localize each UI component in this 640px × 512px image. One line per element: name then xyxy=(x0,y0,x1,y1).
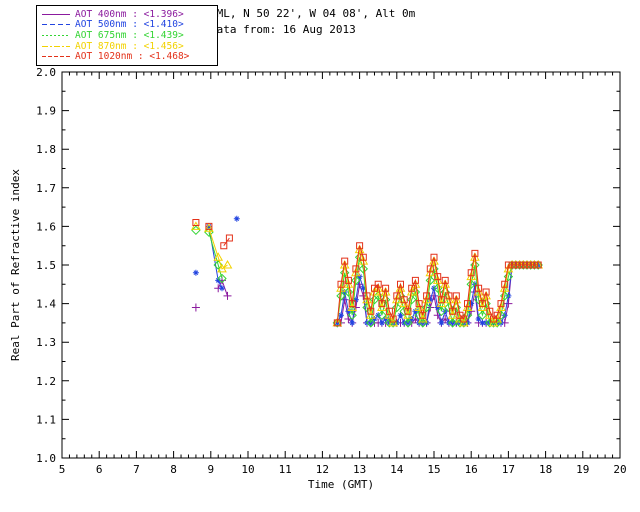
x-tick-label: 7 xyxy=(133,463,140,476)
y-tick-label: 1.8 xyxy=(36,143,56,156)
y-tick-label: 1.6 xyxy=(36,220,56,233)
legend-row-500nm: AOT 500nm : <1.410> xyxy=(41,19,213,31)
legend-line-sample-400nm xyxy=(42,13,70,15)
y-tick-label: 1.5 xyxy=(36,259,56,272)
series-markers-675nm xyxy=(191,225,543,328)
legend-line-sample-870nm xyxy=(42,45,70,47)
x-tick-label: 11 xyxy=(279,463,292,476)
y-axis-label: Real Part of Refractive index xyxy=(9,168,22,362)
series-markers-1020nm xyxy=(192,219,542,327)
series-line-870nm xyxy=(208,228,539,325)
x-tick-label: 9 xyxy=(207,463,214,476)
x-tick-label: 15 xyxy=(427,463,440,476)
x-tick-label: 18 xyxy=(539,463,552,476)
y-tick-label: 1.9 xyxy=(36,105,56,118)
x-tick-label: 17 xyxy=(502,463,515,476)
x-tick-label: 19 xyxy=(576,463,589,476)
legend-line-sample-675nm xyxy=(42,34,70,36)
x-tick-label: 20 xyxy=(613,463,626,476)
legend-line-sample-1020nm xyxy=(42,56,70,58)
x-tick-label: 10 xyxy=(241,463,254,476)
x-tick-label: 16 xyxy=(465,463,478,476)
legend-label-1020nm: AOT 1020nm : <1.468> xyxy=(75,51,190,63)
axis-ticks xyxy=(61,71,621,459)
legend-label-675nm: AOT 675nm : <1.439> xyxy=(75,29,184,41)
y-tick-label: 2.0 xyxy=(36,66,56,79)
chart-header: PML, N 50 22', W 04 08', Alt 0m Data fro… xyxy=(210,6,415,38)
y-tick-label: 1.0 xyxy=(36,452,56,465)
series-line-1020nm xyxy=(223,237,539,323)
data-date: Data from: 16 Aug 2013 xyxy=(210,23,356,36)
legend-label-870nm: AOT 870nm : <1.456> xyxy=(75,40,184,52)
x-tick-label: 12 xyxy=(316,463,329,476)
y-tick-label: 1.1 xyxy=(36,413,56,426)
y-tick-label: 1.2 xyxy=(36,375,56,388)
legend-line-sample-500nm xyxy=(42,24,70,26)
x-tick-label: 6 xyxy=(96,463,103,476)
y-tick-label: 1.3 xyxy=(36,336,56,349)
x-tick-label: 13 xyxy=(353,463,366,476)
x-tick-label: 8 xyxy=(170,463,177,476)
x-axis-label: Time (GMT) xyxy=(307,478,375,491)
legend-row-1020nm: AOT 1020nm : <1.468> xyxy=(41,51,213,62)
series-line-675nm xyxy=(208,232,539,325)
y-tick-label: 1.4 xyxy=(36,298,56,311)
x-tick-label: 5 xyxy=(59,463,66,476)
x-tick-label: 14 xyxy=(390,463,404,476)
legend-row-870nm: AOT 870nm : <1.456> xyxy=(41,41,213,52)
legend-label-500nm: AOT 500nm : <1.410> xyxy=(75,19,184,31)
y-tick-label: 1.7 xyxy=(36,182,56,195)
legend-box: AOT 400nm : <1.396> AOT 500nm : <1.410> AO… xyxy=(36,5,218,66)
legend-label-400nm: AOT 400nm : <1.396> xyxy=(75,8,184,20)
station-info: PML, N 50 22', W 04 08', Alt 0m xyxy=(210,7,416,20)
legend-row-675nm: AOT 675nm : <1.439> xyxy=(41,30,213,41)
legend-row-400nm: AOT 400nm : <1.396> xyxy=(41,9,213,20)
